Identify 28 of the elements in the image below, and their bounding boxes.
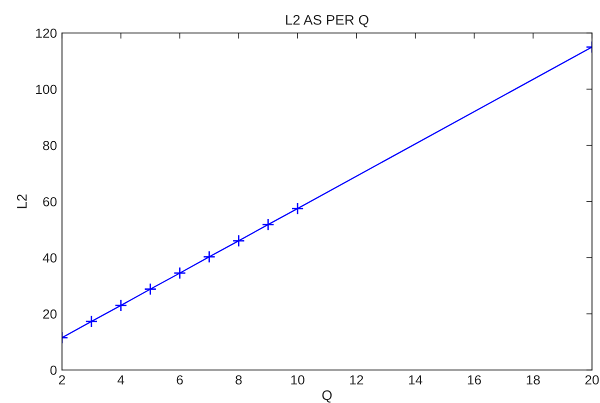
point — [232, 234, 245, 248]
x-tick-label: 12 — [350, 375, 364, 384]
y-tick-label: 100 — [36, 84, 57, 94]
x-tick-label: 4 — [118, 375, 124, 384]
x-tick-label: 6 — [176, 375, 183, 385]
point — [85, 315, 98, 328]
point — [291, 202, 304, 215]
y-axis-title: L2 — [16, 194, 27, 208]
x-tick-label: 10 — [291, 375, 304, 385]
x-tick-label: 18 — [526, 375, 540, 385]
point — [114, 299, 128, 312]
y-tick-label: 20 — [43, 309, 57, 319]
point — [202, 250, 216, 264]
x-tick-label: 14 — [409, 375, 422, 384]
y-tick-label: 0 — [50, 366, 57, 375]
x-tick-label: 16 — [468, 375, 481, 385]
point — [174, 266, 186, 280]
chart-title: L2 AS PER Q — [286, 14, 368, 28]
y-tick-label: 80 — [43, 140, 57, 150]
x-tick-label: 20 — [585, 375, 599, 385]
x-axis-title: Q — [322, 390, 332, 403]
y-tick-label: 40 — [42, 253, 57, 263]
x-tick-label: 8 — [236, 375, 242, 385]
y-tick-label: 120 — [36, 28, 57, 38]
point — [144, 282, 157, 296]
y-tick-label: 60 — [43, 197, 57, 206]
x-tick-label: 2 — [58, 375, 66, 384]
point — [262, 218, 274, 231]
